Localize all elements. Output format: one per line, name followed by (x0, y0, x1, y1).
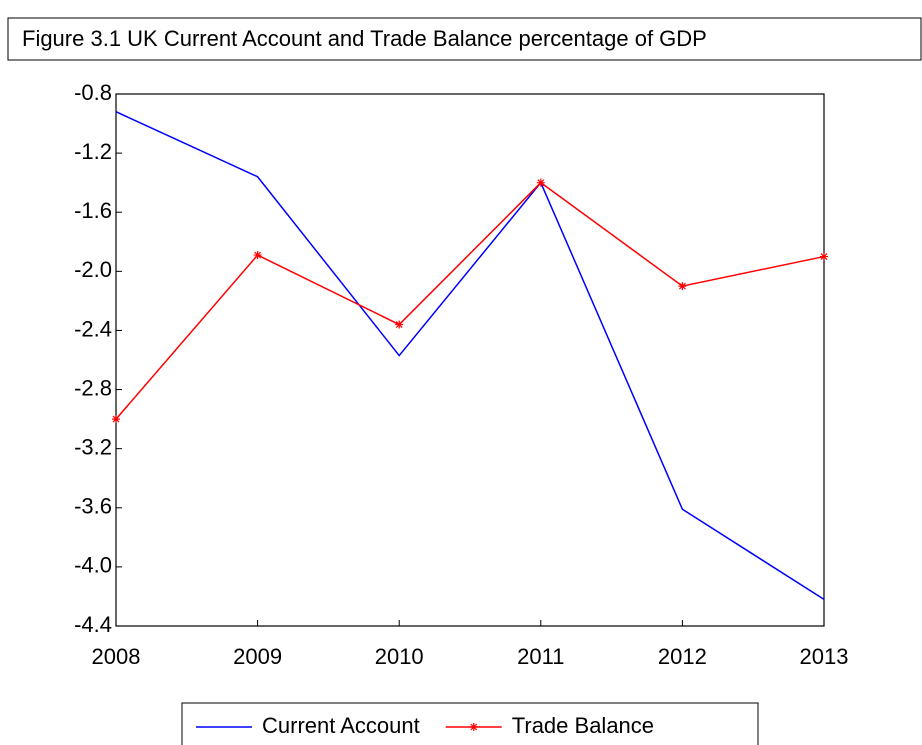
legend-marker (469, 723, 478, 731)
x-tick-label: 2012 (658, 644, 707, 669)
y-tick-label: -2.8 (74, 375, 112, 400)
y-tick-label: -3.2 (74, 434, 112, 459)
x-tick-label: 2009 (233, 644, 282, 669)
y-tick-label: -1.2 (74, 139, 112, 164)
y-tick-label: -2.0 (74, 257, 112, 282)
x-tick-label: 2013 (800, 644, 849, 669)
y-tick-label: -4.0 (74, 553, 112, 578)
legend-label: Trade Balance (512, 713, 654, 738)
series-line (115, 111, 825, 601)
y-tick-label: -1.6 (74, 198, 112, 223)
point-marker (678, 282, 687, 291)
point-marker (253, 251, 262, 260)
point-marker (536, 178, 545, 187)
point-marker (395, 320, 404, 329)
plot-frame (115, 93, 825, 627)
title-box (7, 17, 922, 61)
y-tick-label: -2.4 (74, 316, 112, 341)
point-marker (112, 415, 120, 424)
y-tick-label: -3.6 (74, 494, 112, 519)
x-tick-label: 2011 (517, 644, 564, 669)
point-marker (820, 252, 828, 261)
chart-title: Figure 3.1 UK Current Account and Trade … (22, 26, 707, 51)
y-tick-label: -4.4 (74, 612, 112, 637)
y-tick-label: -0.8 (74, 80, 112, 105)
legend-box (181, 702, 759, 745)
x-tick-label: 2010 (375, 644, 424, 669)
series-line (115, 181, 825, 420)
x-tick-label: 2008 (92, 644, 141, 669)
legend-label: Current Account (262, 713, 420, 738)
